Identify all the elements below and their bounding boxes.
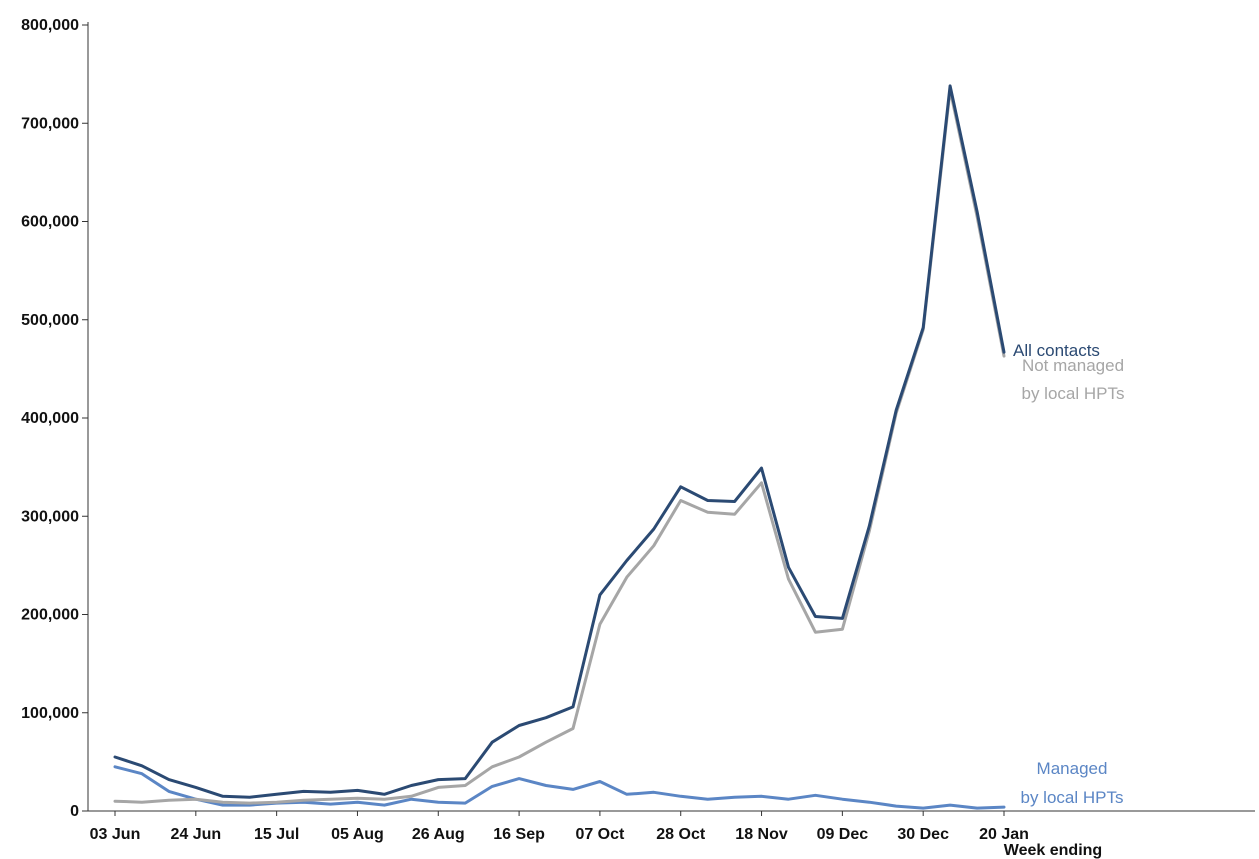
series-line-1 (113, 88, 1006, 805)
y-tick-label: 600,000 (21, 214, 79, 231)
y-tick-label: 500,000 (21, 312, 79, 329)
y-tick-label: 300,000 (21, 508, 79, 525)
series-line-0 (113, 84, 1006, 799)
x-tick-label: 24 Jun (170, 826, 221, 843)
x-tick-label: 05 Aug (331, 826, 384, 843)
y-tick-label: 700,000 (21, 115, 79, 132)
series-label-managed: by local HPTs (1021, 788, 1124, 807)
x-tick-label: 18 Nov (735, 826, 788, 843)
y-tick-label: 100,000 (21, 705, 79, 722)
x-tick-label: 26 Aug (412, 826, 465, 843)
x-tick-label: 07 Oct (575, 826, 625, 843)
x-tick-label: 28 Oct (656, 826, 706, 843)
x-tick-label: 03 Jun (90, 826, 141, 843)
y-tick-label: 400,000 (21, 410, 79, 427)
x-tick-label: 15 Jul (254, 826, 299, 843)
x-axis: 03 Jun 24 Jun 15 Jul 05 Aug 26 Aug 16 Sep 07 O… (88, 810, 1255, 843)
x-tick-label: 09 Dec (817, 826, 869, 843)
series-label-managed: Managed (1037, 759, 1108, 778)
series-label-all-contacts: All contacts (1013, 341, 1100, 360)
y-tick-label: 800,000 (21, 17, 79, 34)
x-tick-label: 16 Sep (493, 826, 545, 843)
x-tick-label: 20 Jan (979, 826, 1029, 843)
y-tick-label: 0 (70, 803, 79, 820)
y-axis: 0 100,000 200,000 300,000 400,000 500,000 600,… (21, 17, 89, 820)
x-tick-label: 30 Dec (897, 826, 949, 843)
series-label-not-managed: Not managed (1022, 356, 1124, 375)
x-axis-title: Week ending (1004, 842, 1102, 859)
series-label-not-managed: by local HPTs (1022, 384, 1125, 403)
series-lines (113, 84, 1006, 810)
y-tick-label: 200,000 (21, 607, 79, 624)
